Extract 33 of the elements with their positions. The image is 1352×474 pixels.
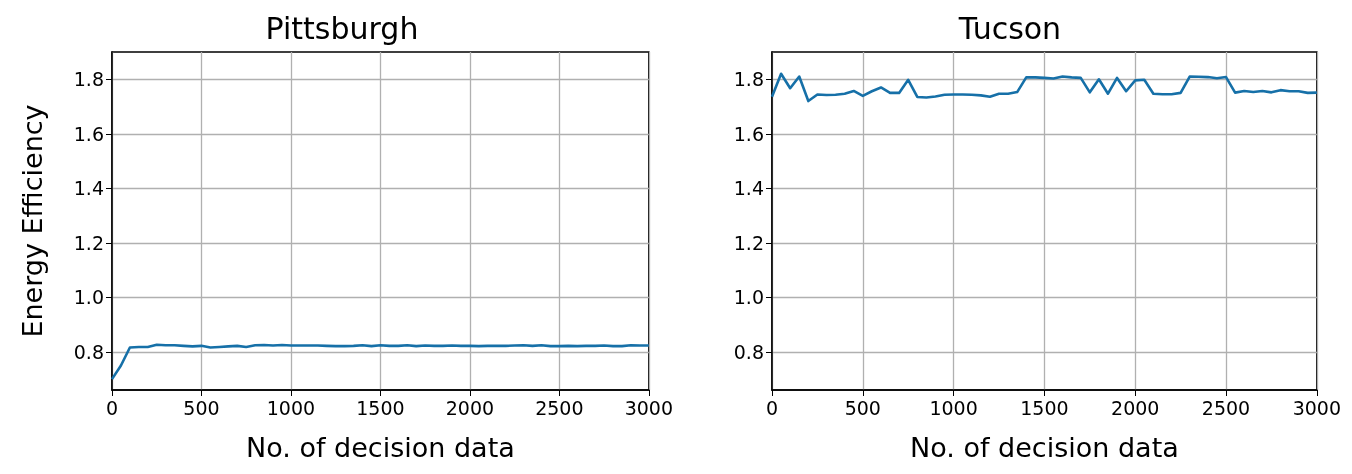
y-tick-label: 1.6 xyxy=(733,122,764,145)
line-series xyxy=(770,72,1319,103)
line-series xyxy=(110,343,651,381)
x-tick-label: 2000 xyxy=(1111,396,1160,419)
chart-title: Tucson xyxy=(957,10,1062,46)
x-tick-label: 500 xyxy=(844,396,881,419)
y-tick-label: 1.2 xyxy=(73,231,104,254)
x-tick-label: 2000 xyxy=(445,396,495,419)
x-tick-label: 1500 xyxy=(1020,396,1069,419)
x-tick-label: 1000 xyxy=(266,396,316,419)
y-tick-label: 1.2 xyxy=(733,231,764,254)
y-tick-label: 0.8 xyxy=(733,340,764,363)
y-tick-label: 1.8 xyxy=(733,68,764,91)
x-axis-title: No. of decision data xyxy=(246,432,515,463)
y-tick-label: 1.4 xyxy=(733,177,764,200)
y-tick-label: 1.8 xyxy=(73,68,104,91)
x-tick-label: 1000 xyxy=(929,396,978,419)
x-tick-label: 3000 xyxy=(624,396,673,419)
y-tick-label: 1.0 xyxy=(733,286,764,309)
x-axis-title: No. of decision data xyxy=(910,432,1179,463)
x-tick-label: 3000 xyxy=(1292,396,1341,419)
y-tick-label: 1.6 xyxy=(73,122,104,145)
x-tick-label: 2500 xyxy=(1201,396,1251,419)
y-tick-label: 1.0 xyxy=(73,286,104,309)
y-tick-label: 0.8 xyxy=(73,340,104,363)
x-tick-label: 0 xyxy=(105,396,119,419)
x-tick-label: 0 xyxy=(765,396,779,419)
x-tick-label: 1500 xyxy=(356,396,405,419)
y-tick-label: 1.4 xyxy=(73,177,104,200)
y-axis-title: Energy Efficiency xyxy=(17,104,48,338)
x-tick-label: 2500 xyxy=(535,396,584,419)
x-tick-label: 500 xyxy=(183,396,220,419)
chart-title: Pittsburgh xyxy=(265,10,419,46)
